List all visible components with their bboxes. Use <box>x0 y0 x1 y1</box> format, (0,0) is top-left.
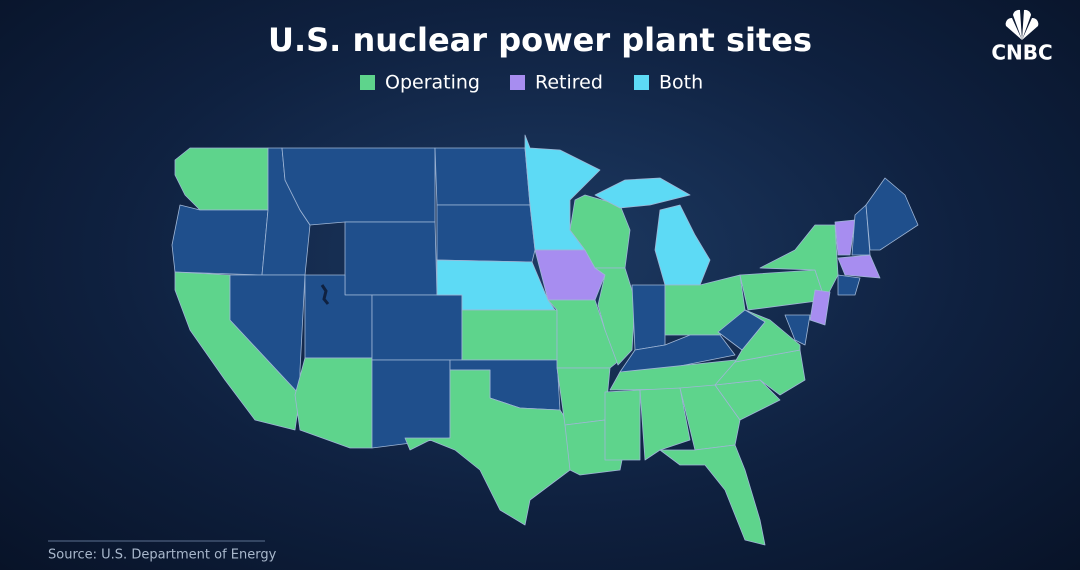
state <box>717 309 766 351</box>
state <box>294 357 373 449</box>
us-map <box>171 134 919 546</box>
state <box>594 177 691 209</box>
state <box>281 147 436 226</box>
state <box>679 384 741 451</box>
state <box>834 219 856 256</box>
state <box>639 387 691 461</box>
state <box>371 359 451 449</box>
state <box>436 204 536 263</box>
peacock-icon <box>1005 9 1039 40</box>
source: Source: U.S. Department of Energy <box>48 548 277 563</box>
state <box>594 267 636 366</box>
legend: Operating Retired Both <box>360 72 703 94</box>
state <box>404 369 571 526</box>
state <box>461 309 558 361</box>
title: U.S. nuclear power plant sites <box>268 21 812 59</box>
legend-swatch <box>510 75 525 90</box>
state <box>434 147 531 206</box>
legend-label: Both <box>659 72 703 94</box>
logo-text: CNBC <box>991 41 1052 65</box>
logo: CNBC <box>991 9 1053 65</box>
state <box>759 224 839 301</box>
state <box>547 299 621 369</box>
legend-label: Operating <box>385 72 480 94</box>
state <box>604 389 641 461</box>
legend-label: Retired <box>535 72 603 94</box>
state <box>654 204 711 286</box>
legend-swatch <box>360 75 375 90</box>
state <box>631 284 666 351</box>
state <box>659 444 766 546</box>
state <box>784 314 811 346</box>
state <box>809 289 831 326</box>
state <box>837 254 881 279</box>
state <box>174 147 269 211</box>
state <box>739 269 826 311</box>
state <box>556 367 611 426</box>
state <box>171 204 269 276</box>
legend-swatch <box>634 75 649 90</box>
state <box>865 177 919 251</box>
state <box>371 294 463 361</box>
state <box>837 274 861 296</box>
state <box>344 221 438 296</box>
